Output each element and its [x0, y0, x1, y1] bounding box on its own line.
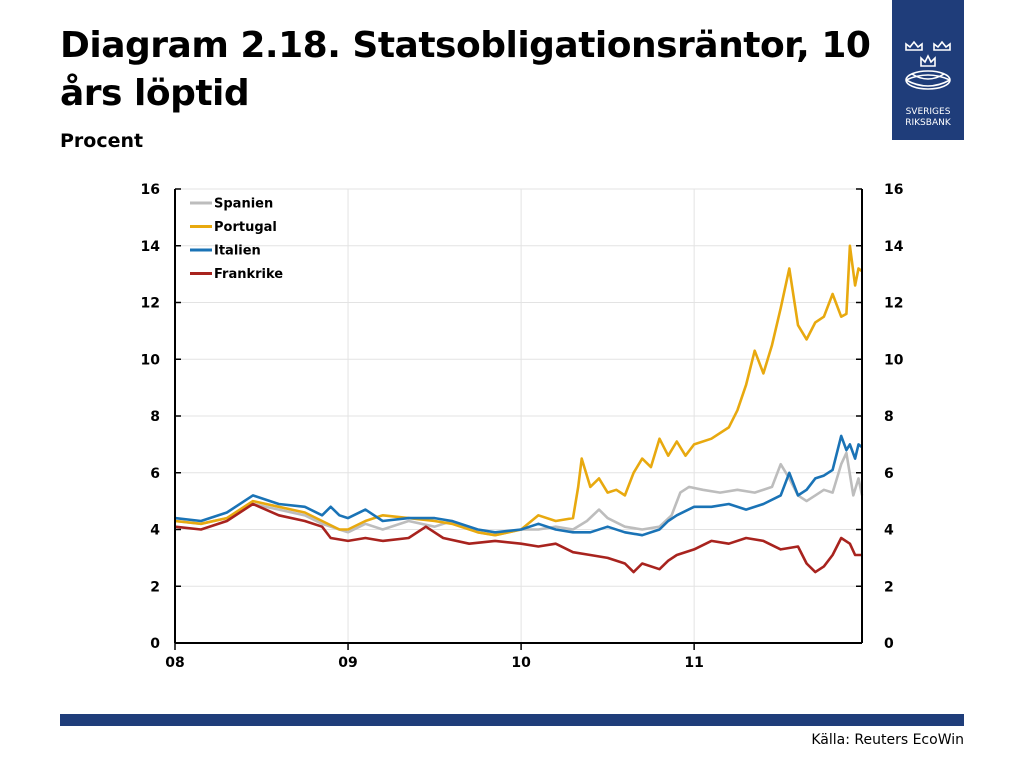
y-tick-label-left: 16 — [141, 182, 160, 198]
unit-subtitle: Procent — [60, 130, 144, 152]
x-tick-label: 10 — [511, 655, 531, 671]
x-tick-label: 09 — [338, 655, 357, 671]
bottom-rule — [60, 714, 964, 726]
series-line — [174, 434, 863, 537]
axis-layer: 0 0 2 2 4 4 6 6 8 8 10 10 12 12 14 14 16 16 08 09 10 11 — [141, 182, 904, 671]
y-tick-label-left: 0 — [150, 636, 160, 652]
logo-text-line2: RIKSBANK — [905, 118, 951, 128]
series-layer — [174, 244, 864, 574]
y-tick-label-right: 14 — [884, 239, 904, 255]
series-line — [174, 451, 864, 537]
y-tick-label-left: 12 — [141, 296, 160, 312]
y-tick-label-right: 2 — [884, 579, 894, 595]
yield-line-chart: 0 0 2 2 4 4 6 6 8 8 10 10 12 12 14 14 16 16 08 09 10 11 Spani… — [141, 182, 904, 671]
grid-layer — [175, 188, 862, 643]
y-tick-label-right: 16 — [884, 182, 903, 198]
y-tick-label-left: 6 — [150, 466, 160, 482]
series-line — [174, 244, 863, 537]
y-tick-label-left: 10 — [141, 352, 161, 368]
legend-label: Frankrike — [214, 267, 283, 282]
x-tick-label: 11 — [684, 655, 703, 671]
y-tick-label-left: 4 — [150, 523, 160, 539]
x-tick-label: 08 — [165, 655, 184, 671]
legend: Spanien Portugal Italien Frankrike — [190, 197, 283, 282]
crown-emblem-icon — [905, 40, 951, 90]
page-title: Diagram 2.18. Statsobligationsräntor, 10… — [60, 25, 871, 114]
y-tick-label-right: 10 — [884, 352, 904, 368]
legend-label: Italien — [214, 244, 261, 259]
y-tick-label-left: 14 — [141, 239, 161, 255]
y-tick-label-right: 0 — [884, 636, 894, 652]
logo-text-line1: SVERIGES — [905, 107, 951, 117]
legend-label: Portugal — [214, 220, 277, 235]
y-tick-label-right: 6 — [884, 466, 894, 482]
legend-label: Spanien — [214, 197, 273, 212]
y-tick-label-left: 2 — [150, 579, 160, 595]
y-tick-label-left: 8 — [150, 409, 160, 425]
y-tick-label-right: 4 — [884, 523, 894, 539]
y-tick-label-right: 12 — [884, 296, 903, 312]
y-tick-label-right: 8 — [884, 409, 894, 425]
series-line — [174, 502, 862, 574]
source-note: Källa: Reuters EcoWin — [811, 732, 964, 748]
riksbank-logo: SVERIGES RIKSBANK — [892, 0, 964, 140]
